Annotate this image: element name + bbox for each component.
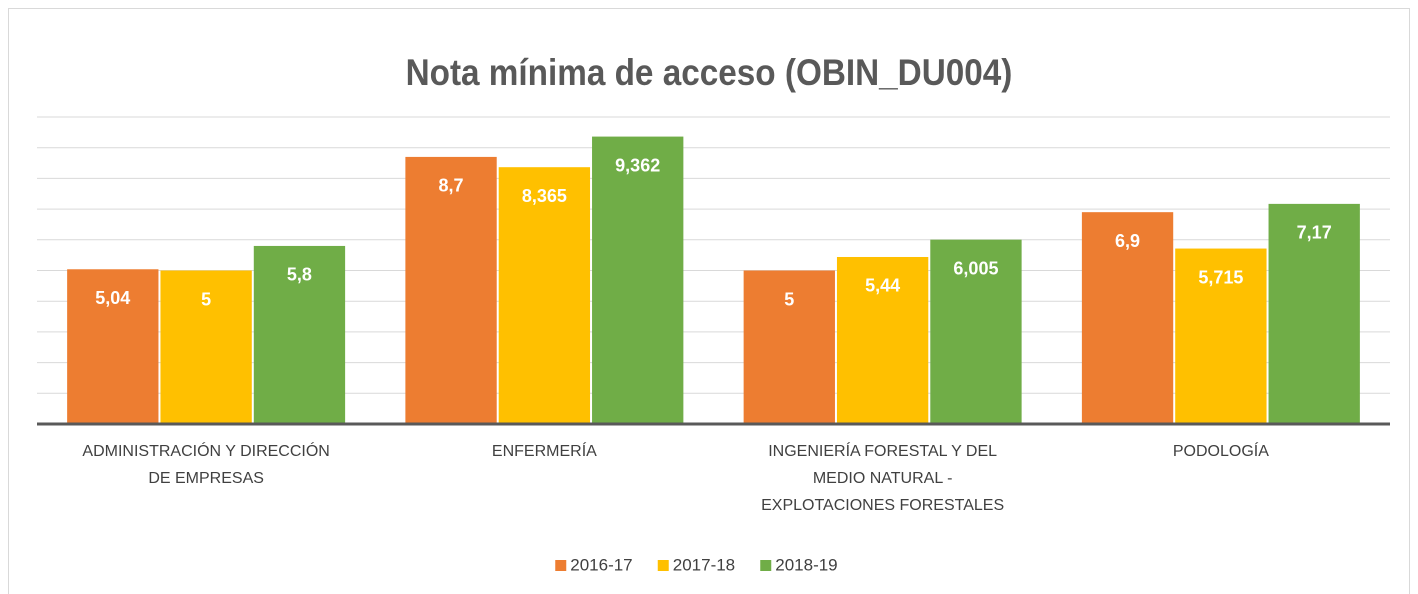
bar bbox=[67, 269, 159, 424]
legend-label: 2017-18 bbox=[673, 555, 735, 574]
bar bbox=[743, 270, 835, 424]
x-tick-label: PODOLOGÍA bbox=[1173, 441, 1269, 460]
data-label: 9,362 bbox=[615, 155, 660, 175]
x-tick-label: ENFERMERÍA bbox=[492, 441, 597, 460]
bar bbox=[1175, 248, 1267, 424]
data-label: 8,365 bbox=[522, 186, 567, 206]
bar bbox=[160, 270, 252, 424]
bar bbox=[1268, 203, 1360, 424]
bar bbox=[498, 167, 591, 424]
data-label: 5,8 bbox=[287, 265, 312, 285]
bar bbox=[405, 156, 497, 424]
data-label: 6,9 bbox=[1115, 231, 1140, 251]
legend-swatch bbox=[555, 560, 567, 571]
bar bbox=[253, 245, 346, 424]
bar bbox=[836, 256, 929, 424]
data-label: 5 bbox=[201, 289, 211, 309]
bar bbox=[592, 136, 684, 424]
data-label: 8,7 bbox=[439, 176, 464, 196]
legend-label: 2018-19 bbox=[775, 555, 837, 574]
data-label: 5 bbox=[784, 289, 794, 309]
data-label: 5,44 bbox=[865, 276, 900, 296]
bar bbox=[930, 239, 1022, 424]
x-tick-label: ADMINISTRACIÓN Y DIRECCIÓN DE EMPRESAS bbox=[82, 441, 329, 487]
bar bbox=[1081, 212, 1174, 424]
data-label: 5,04 bbox=[95, 288, 130, 308]
data-label: 5,715 bbox=[1198, 267, 1243, 287]
x-tick-label: INGENIERÍA FORESTAL Y DEL MEDIO NATURAL -… bbox=[761, 441, 1004, 514]
legend-label: 2016-17 bbox=[570, 555, 632, 574]
chart-title: Nota mínima de acceso (OBIN_DU004) bbox=[406, 52, 1013, 93]
legend-swatch bbox=[760, 560, 772, 571]
data-label: 6,005 bbox=[953, 258, 998, 278]
data-label: 7,17 bbox=[1297, 223, 1332, 243]
legend-swatch bbox=[657, 560, 669, 571]
